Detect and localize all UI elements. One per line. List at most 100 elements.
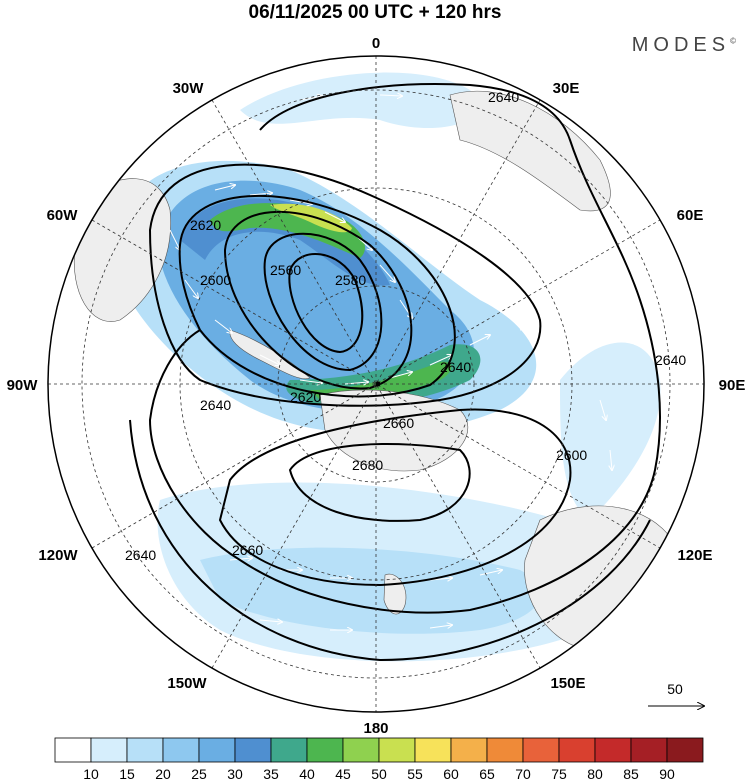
lon-label-60w: 60W	[47, 207, 79, 224]
colorbar-swatch	[378, 737, 416, 763]
colorbar-swatch	[306, 737, 344, 763]
colorbar-tick-label: 40	[299, 766, 315, 782]
colorbar-swatch	[486, 737, 524, 763]
reference-vector: 50	[648, 681, 704, 706]
contour-2620	[178, 194, 456, 398]
colorbar-tick-label: 20	[155, 766, 171, 782]
colorbar-swatch	[270, 737, 308, 763]
colorbar-tick-label: 25	[191, 766, 207, 782]
colorbar-tick-label: 65	[479, 766, 495, 782]
wind-arrow	[449, 199, 470, 210]
lon-label-120w: 120W	[38, 547, 78, 564]
colorbar-tick-label: 80	[587, 766, 603, 782]
brand-mark: ©	[730, 36, 736, 46]
shade-east	[560, 342, 661, 520]
colorbar-tick-label: 50	[371, 766, 387, 782]
contour-label: 2600	[556, 447, 587, 463]
pole-marker	[375, 381, 381, 387]
land-africa	[449, 90, 611, 212]
contour-label: 2640	[200, 397, 231, 413]
contour-label: 2640	[655, 352, 686, 368]
contour-label: 2620	[290, 389, 321, 405]
map-title: 06/11/2025 00 UTC + 120 hrs	[248, 2, 502, 23]
wind-arrow	[389, 372, 412, 379]
wind-arrow	[249, 193, 272, 195]
height-contours	[129, 83, 661, 662]
contour-2580	[263, 232, 383, 372]
longitude-labels: 0 30E 60E 90E 120E 150E 180 150W 120W 90…	[7, 35, 746, 737]
colorbar-tick-label: 10	[83, 766, 99, 782]
colorbar-swatch	[198, 737, 236, 763]
colorbar-tick-label: 35	[263, 766, 279, 782]
wind-arrow	[184, 279, 198, 298]
contour-label: 2660	[383, 415, 414, 431]
contour-label: 2660	[232, 542, 263, 558]
colorbar: 10 15 20 25 30 35 40 45 50 55 60 65 70 75 80 85 90	[54, 737, 704, 782]
contour-2560	[288, 253, 364, 354]
contour-label: 2600	[200, 272, 231, 288]
colorbar-tick-label: 70	[515, 766, 531, 782]
colorbar-swatch	[162, 737, 200, 763]
wind-arrow	[469, 335, 490, 346]
colorbar-swatch	[558, 737, 596, 763]
colorbar-swatch	[522, 737, 560, 763]
wind-arrow	[429, 625, 452, 628]
wind-arrow	[169, 229, 180, 250]
colorbar-swatch	[630, 737, 668, 763]
contour-2640-inner	[148, 163, 542, 407]
lon-label-0: 0	[372, 35, 380, 52]
colorbar-swatch	[414, 737, 452, 763]
contour-label: 2580	[335, 272, 366, 288]
contour-label: 2620	[190, 217, 221, 233]
wind-arrow	[479, 570, 502, 576]
brand-logo: MODES©	[632, 34, 736, 57]
colorbar-swatch	[90, 737, 128, 763]
lon-label-180: 180	[363, 720, 388, 737]
colorbar-swatch	[594, 737, 632, 763]
colorbar-swatch	[666, 737, 704, 763]
lon-label-150e: 150E	[550, 675, 585, 692]
meridian-120	[91, 219, 661, 549]
lon-label-90w: 90W	[7, 377, 39, 394]
map-boundary	[47, 55, 705, 713]
contour-label: 2640	[440, 359, 471, 375]
colorbar-swatch	[54, 737, 92, 763]
colorbar-swatch	[234, 737, 272, 763]
graticule	[48, 56, 704, 712]
wind-arrow	[259, 620, 282, 622]
lon-label-30w: 30W	[173, 80, 205, 97]
contour-label: 2680	[352, 457, 383, 473]
wind-arrow	[289, 199, 312, 204]
wind-arrow	[379, 95, 402, 96]
wind-arrow	[429, 355, 452, 366]
wind-arrow	[519, 325, 540, 331]
lon-label-60e: 60E	[677, 207, 704, 224]
reference-vector-label: 50	[667, 681, 683, 697]
meridian-30	[211, 99, 541, 669]
colorbar-tick-label: 15	[119, 766, 135, 782]
contour-label: 2640	[125, 547, 156, 563]
meridian-150	[211, 99, 541, 669]
wind-arrow	[610, 449, 612, 470]
contour-2660	[218, 408, 572, 587]
contour-labels: 2560 2580 2600 2620 2620 2640 2640 2640 …	[125, 89, 686, 563]
land-antarctica	[319, 389, 469, 472]
contour-label: 2640	[488, 89, 519, 105]
colorbar-tick-label: 90	[659, 766, 675, 782]
colorbar-tick-label: 30	[227, 766, 243, 782]
land-antarctic-peninsula	[229, 329, 311, 380]
shade-jet-max	[270, 203, 352, 233]
lon-label-30e: 30E	[553, 80, 580, 97]
shade-north-band	[240, 72, 478, 129]
map-disk	[48, 56, 704, 712]
wind-arrow	[299, 380, 322, 383]
wind-arrow	[299, 96, 322, 101]
colorbar-tick-label: 75	[551, 766, 567, 782]
wind-arrow	[214, 319, 232, 333]
colorbar-tick-label: 55	[407, 766, 423, 782]
contour-2680	[288, 443, 471, 522]
colorbar-swatch	[450, 737, 488, 763]
contour-label: 2560	[270, 262, 301, 278]
shade-jet-mid	[160, 180, 474, 412]
